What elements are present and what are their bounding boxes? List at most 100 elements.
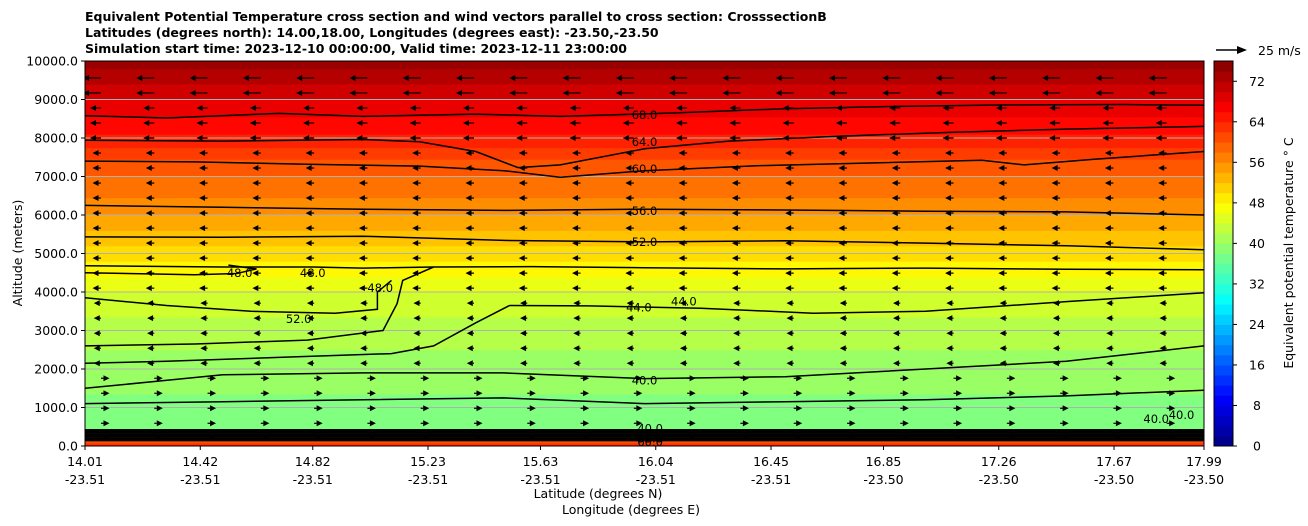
wind-vector-head xyxy=(742,420,749,427)
wind-vector-head xyxy=(733,330,740,337)
wind-vector-head xyxy=(942,135,949,141)
field-band xyxy=(85,395,1204,399)
wind-vector-head xyxy=(742,390,749,397)
colorbar-segment xyxy=(1214,253,1233,265)
wind-vector-head xyxy=(423,405,430,412)
wind-vector-head xyxy=(1095,74,1102,81)
field-band xyxy=(85,97,1204,100)
field-band xyxy=(85,233,1204,237)
field-band xyxy=(85,418,1204,422)
colorbar-tick-label: 24 xyxy=(1249,317,1265,332)
wind-vector-head xyxy=(465,210,472,217)
wind-vector-head xyxy=(92,210,99,217)
wind-vector-head xyxy=(615,89,622,96)
wind-vector-head xyxy=(636,390,643,397)
wind-vector-head xyxy=(465,180,472,187)
wind-vector-head xyxy=(1102,119,1109,126)
wind-vector-head xyxy=(1062,390,1069,397)
field-band xyxy=(85,116,1204,120)
contour-line xyxy=(85,345,1204,390)
field-band xyxy=(85,337,1204,341)
field-band xyxy=(85,249,1204,253)
wind-vector-head xyxy=(838,195,845,202)
wind-vector-head xyxy=(466,345,473,352)
wind-vector-head xyxy=(1049,135,1056,141)
wind-vector-head xyxy=(199,150,206,157)
field-band xyxy=(85,104,1204,108)
wind-vector-head xyxy=(252,240,259,247)
wind-vector-head xyxy=(1051,150,1058,157)
field-band xyxy=(85,204,1204,208)
field-band xyxy=(85,405,1204,408)
field-band xyxy=(85,360,1204,364)
contour-line xyxy=(85,265,1204,271)
wind-vector-head xyxy=(196,135,203,141)
contour-labels: 68.064.060.056.052.044.0 44.040.048.0 48.0… xyxy=(227,108,1194,446)
title-line-1: Equivalent Potential Temperature cross s… xyxy=(85,9,827,24)
wind-vector-head xyxy=(849,390,856,397)
wind-vector-head xyxy=(678,225,685,232)
x-tick-label-lon: -23.50 xyxy=(1184,472,1224,487)
wind-vector-head xyxy=(988,74,995,81)
field-band xyxy=(85,314,1204,318)
wind-vector-head xyxy=(145,255,152,262)
wind-vector-head xyxy=(1158,225,1165,232)
field-band xyxy=(85,150,1204,154)
wind-vector-head xyxy=(306,360,313,367)
field-band xyxy=(85,208,1204,212)
y-tick-label: 6000.0 xyxy=(34,208,78,223)
field-band xyxy=(85,79,1204,83)
field-band xyxy=(85,154,1204,158)
wind-vector-head xyxy=(1159,345,1166,352)
field-band xyxy=(85,122,1204,126)
field-band xyxy=(85,351,1204,355)
wind-vector-head xyxy=(147,315,154,322)
wind-vector-head xyxy=(103,435,110,442)
wind-vector-head xyxy=(356,135,363,141)
colorbar-frame xyxy=(1213,60,1234,447)
wind-vector-head xyxy=(625,210,632,217)
wind-vector-head xyxy=(1104,165,1111,172)
wind-vector-head xyxy=(676,104,683,111)
field-band xyxy=(85,202,1204,206)
field-band xyxy=(85,424,1204,428)
y-tick-label: 10000.0 xyxy=(26,54,78,69)
wind-vector-head xyxy=(143,135,150,141)
wind-vector-head xyxy=(306,345,313,352)
wind-vector-head xyxy=(249,135,256,141)
wind-vector-head xyxy=(136,74,143,81)
contour-label: 48.0 xyxy=(227,266,253,280)
wind-vector-head xyxy=(1051,255,1058,262)
title-line-3: Simulation start time: 2023-12-10 00:00:… xyxy=(85,41,627,56)
wind-vector-head xyxy=(562,89,569,96)
wind-vector-head xyxy=(1115,375,1122,382)
wind-vector-head xyxy=(253,330,260,337)
wind-vector-head xyxy=(210,375,217,382)
wind-vector-head xyxy=(147,300,154,307)
wind-vector-head xyxy=(145,180,152,187)
wind-vector-head xyxy=(999,300,1006,307)
wind-vector-head xyxy=(573,300,580,307)
colorbar-segment xyxy=(1214,334,1233,346)
wind-vector-head xyxy=(462,119,469,126)
wind-vectors xyxy=(85,74,1176,442)
field-band xyxy=(85,191,1204,195)
wind-vector-head xyxy=(839,345,846,352)
wind-vector-head xyxy=(891,180,898,187)
wind-vector-head xyxy=(1051,240,1058,247)
wind-vector-head xyxy=(143,119,150,126)
wind-vector-head xyxy=(1158,270,1165,277)
colorbar-segment xyxy=(1214,314,1233,325)
wind-vector-head xyxy=(103,420,110,427)
wind-vector-head xyxy=(572,195,579,202)
x-tick-label-lon: -23.50 xyxy=(1094,472,1134,487)
field-band xyxy=(85,287,1204,291)
wind-vector-head xyxy=(136,89,143,96)
field-band xyxy=(85,345,1204,349)
wind-vector-head xyxy=(253,300,260,307)
contour-label: 60.0 xyxy=(632,162,658,176)
wind-vector-head xyxy=(305,255,312,262)
wind-vector-head xyxy=(902,405,909,412)
y-tick-label: 5000.0 xyxy=(34,246,78,261)
wind-vector-head xyxy=(1104,225,1111,232)
